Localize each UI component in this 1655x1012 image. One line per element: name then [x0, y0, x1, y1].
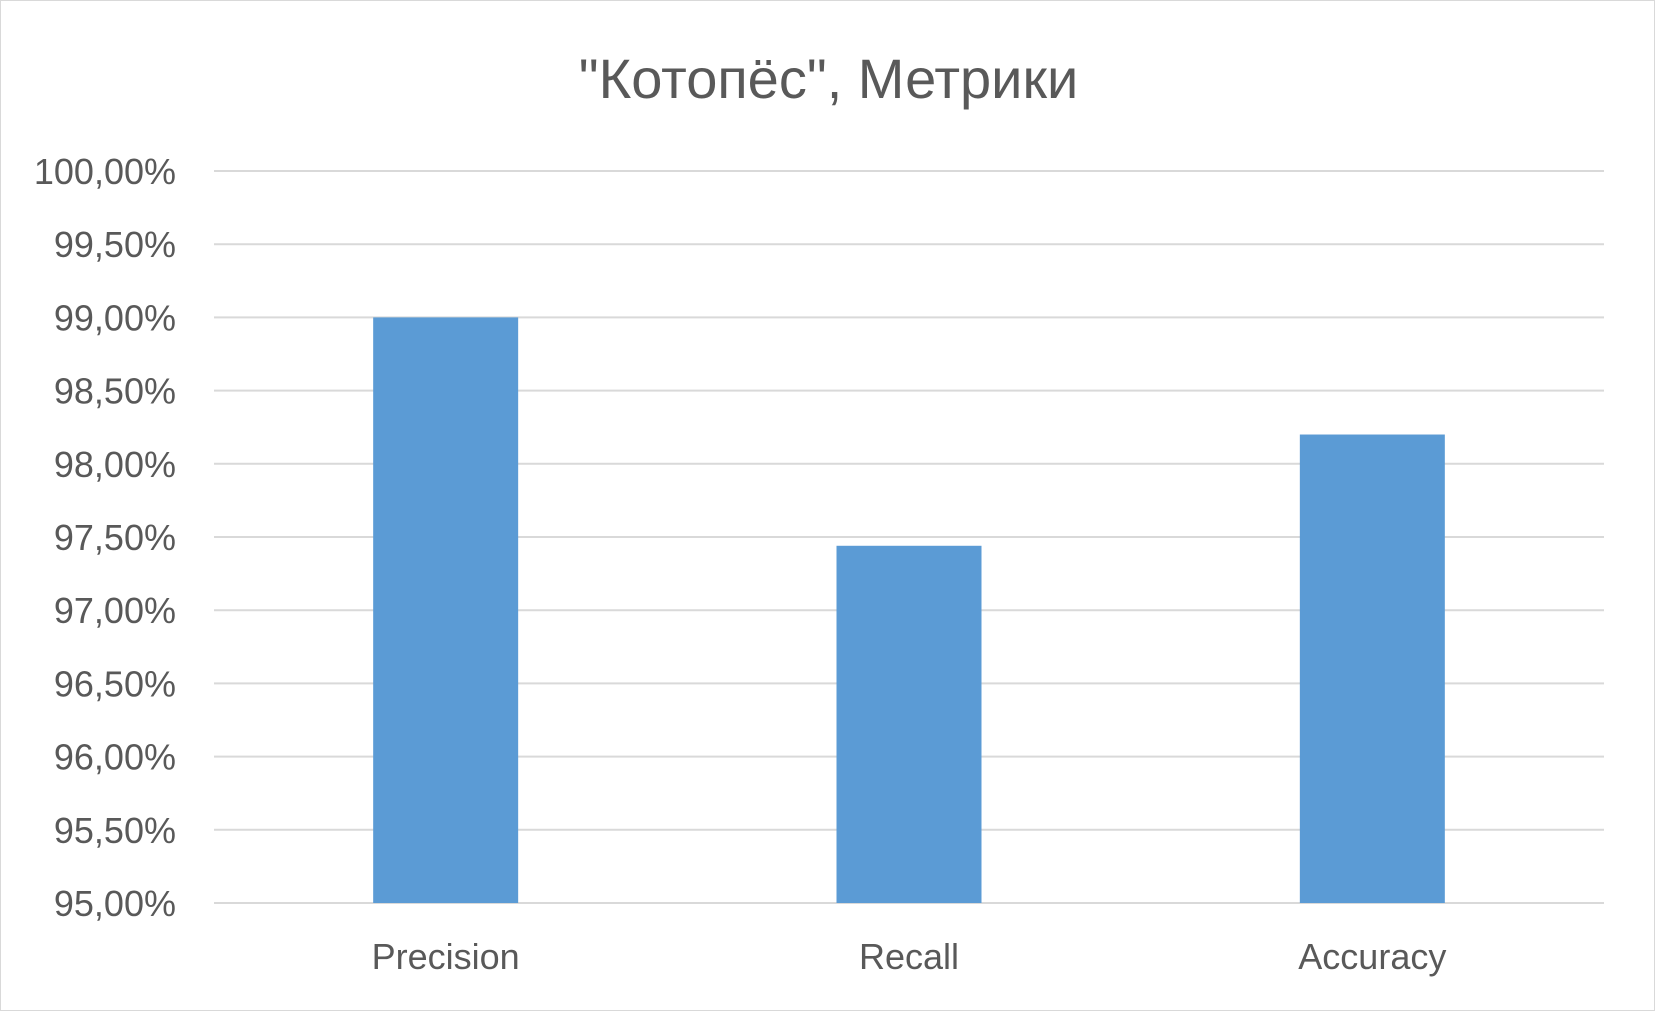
bar-accuracy	[1299, 434, 1445, 903]
y-tick-label: 97,50%	[54, 517, 176, 558]
x-category-label: Precision	[372, 936, 520, 977]
y-axis-ticks: 95,00% 95,50% 96,00% 96,50% 97,00% 97,50% 98,0…	[34, 151, 176, 924]
y-tick-label: 97,00%	[54, 590, 176, 631]
bar-precision	[373, 317, 519, 903]
bars	[373, 317, 1445, 903]
y-tick-label: 100,00%	[34, 151, 176, 192]
x-category-label: Accuracy	[1298, 936, 1446, 977]
y-tick-label: 96,50%	[54, 663, 176, 704]
y-tick-label: 98,50%	[54, 371, 176, 412]
y-tick-label: 99,50%	[54, 224, 176, 265]
y-tick-label: 98,00%	[54, 444, 176, 485]
y-tick-label: 99,00%	[54, 297, 176, 338]
y-tick-label: 95,00%	[54, 883, 176, 924]
x-axis-categories: Precision Recall Accuracy	[372, 936, 1447, 977]
y-tick-label: 96,00%	[54, 737, 176, 778]
y-tick-label: 95,50%	[54, 810, 176, 851]
x-category-label: Recall	[859, 936, 959, 977]
bar-recall	[836, 545, 982, 903]
chart-title: "Котопёс", Метрики	[578, 47, 1079, 110]
